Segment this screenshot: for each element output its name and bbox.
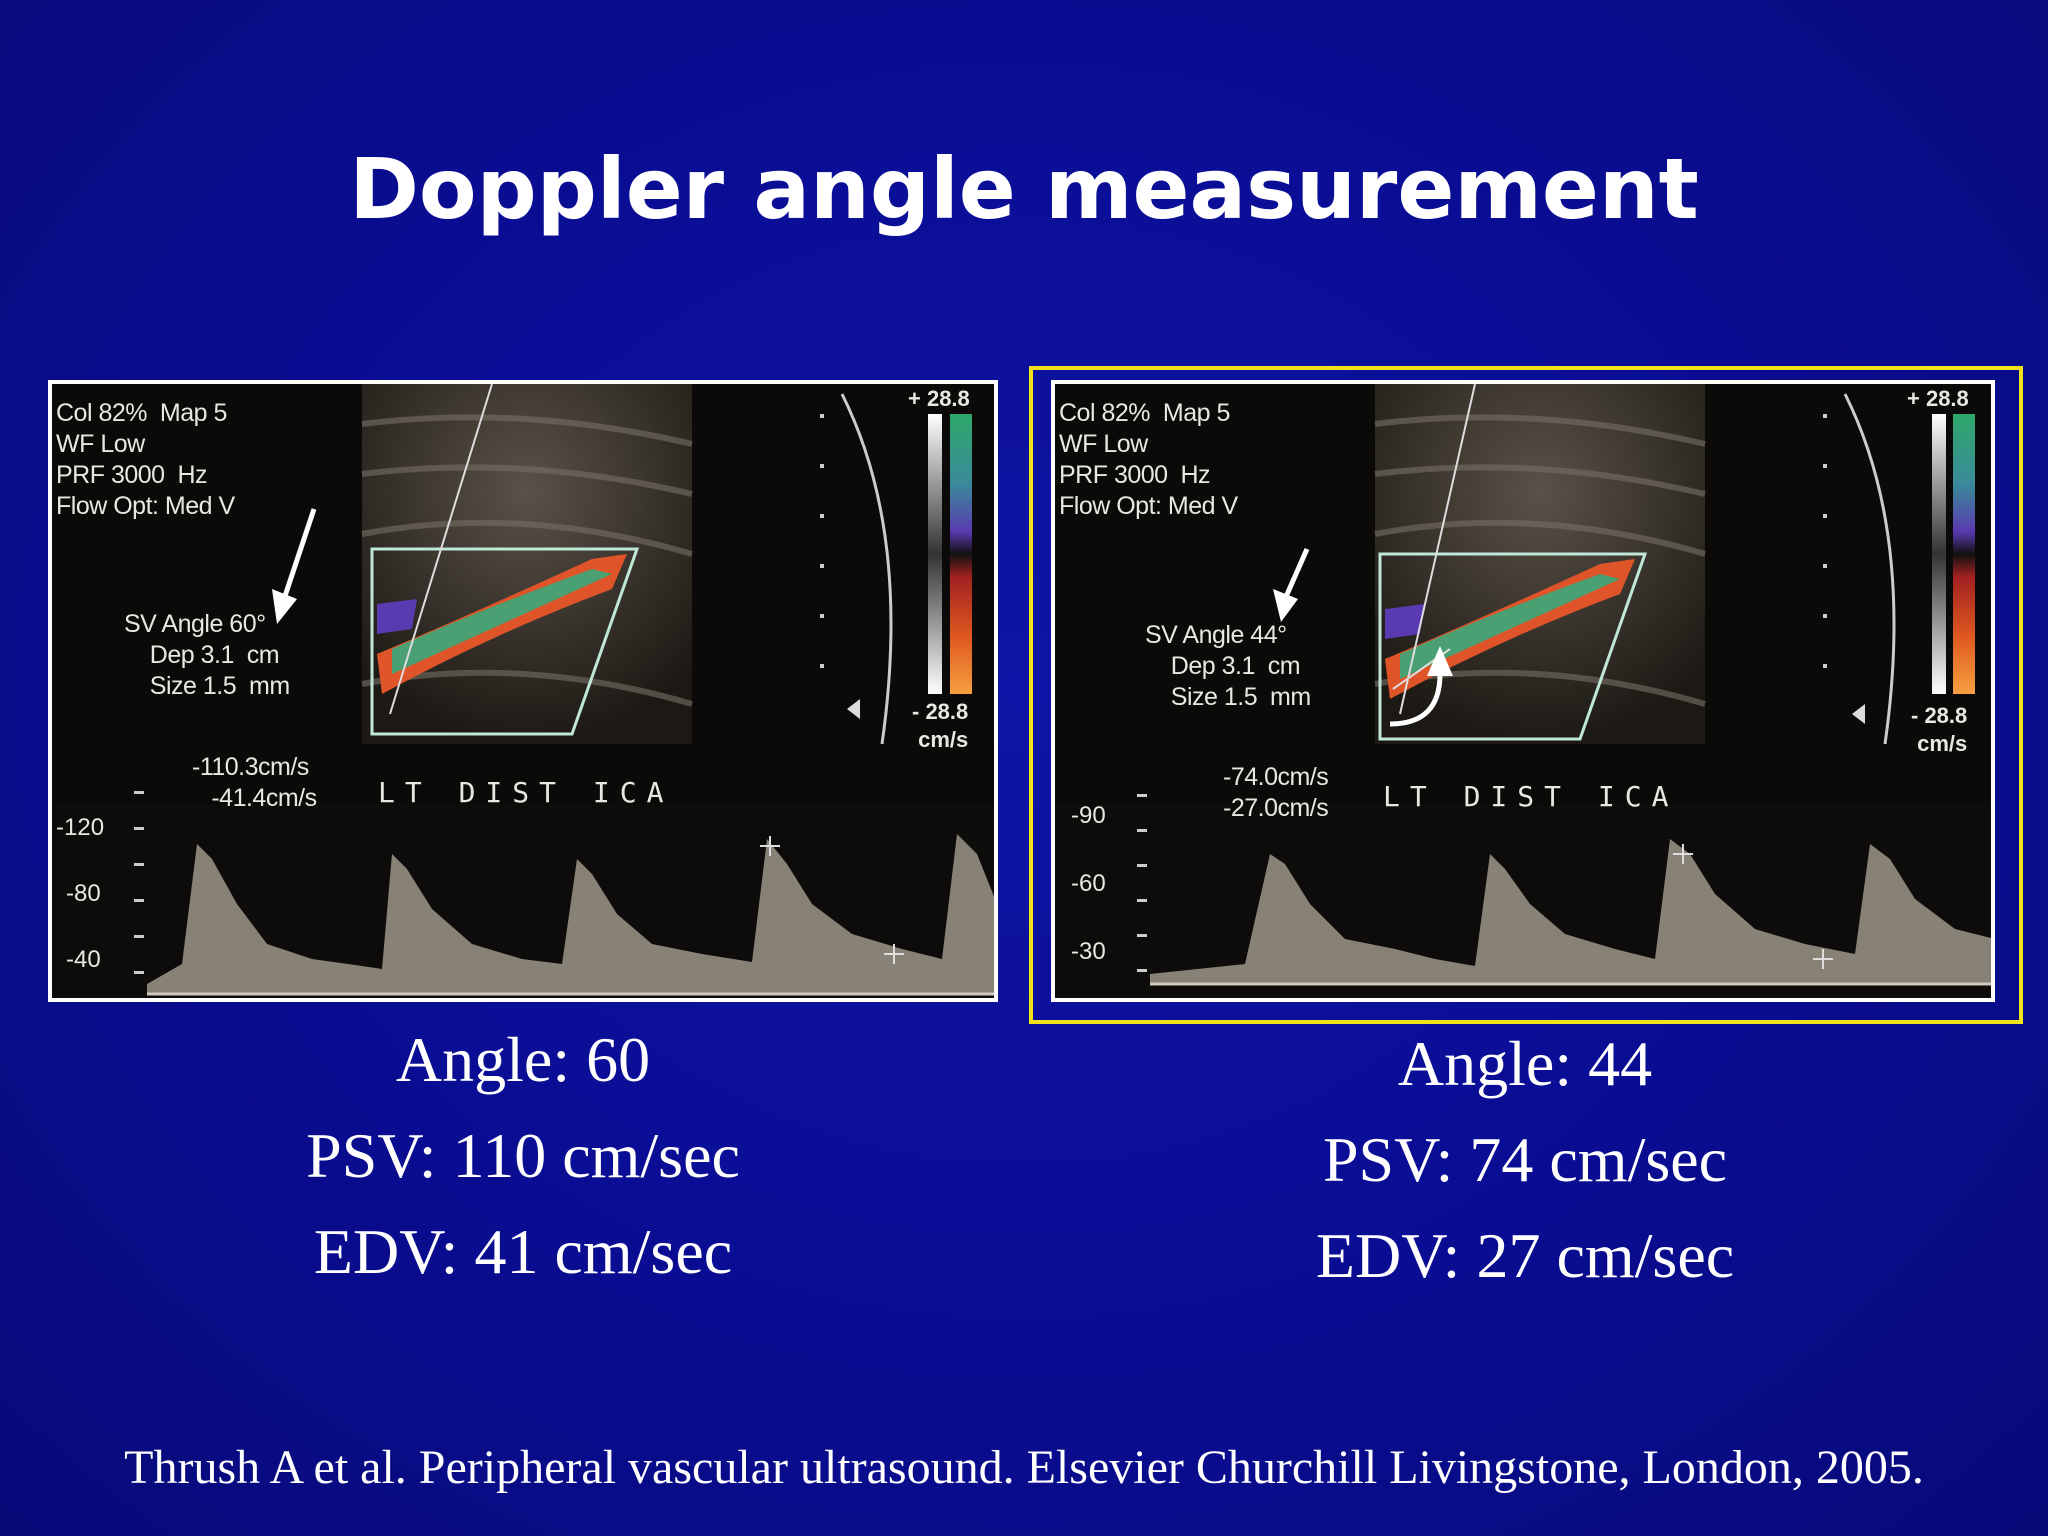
probe-arc xyxy=(1843,393,1896,745)
grayscale-bar xyxy=(1932,414,1946,694)
right-vessel-label: LT DIST ICA xyxy=(1383,780,1679,813)
left-y-tick-80: -80 xyxy=(66,880,101,907)
slide-title: Doppler angle measurement xyxy=(349,140,1699,238)
grayscale-bar xyxy=(928,414,942,694)
left-ultrasound-graphic xyxy=(52,384,994,998)
left-sample-volume-info: SV Angle 60° Dep 3.1 cm Size 1.5 mm xyxy=(124,610,290,700)
right-velocity-readout: -74.0cm/s -27.0cm/s xyxy=(1223,763,1329,822)
color-box xyxy=(1378,552,1648,741)
doppler-beam-line xyxy=(389,384,493,715)
left-psv-text: PSV: 110 cm/sec xyxy=(306,1120,740,1191)
right-ultrasound-graphic xyxy=(1055,384,1991,998)
left-machine-settings: Col 82% Map 5 WF Low PRF 3000 Hz Flow Op… xyxy=(56,399,235,520)
waveform-calipers xyxy=(760,836,904,964)
left-vessel-label: LT DIST ICA xyxy=(378,776,674,809)
tissue-region xyxy=(1375,384,1705,744)
color-box xyxy=(370,547,640,736)
depth-markers xyxy=(820,414,824,668)
highlight-frame xyxy=(1029,366,2023,1024)
color-velocity-bar xyxy=(1953,414,1975,694)
right-angle-text: Angle: 44 xyxy=(1397,1028,1653,1099)
right-machine-settings: Col 82% Map 5 WF Low PRF 3000 Hz Flow Op… xyxy=(1059,399,1238,520)
doppler-beam-line xyxy=(1399,384,1476,715)
color-flow-green xyxy=(392,569,612,674)
curved-arrow-head xyxy=(1427,646,1453,676)
arrow-line xyxy=(1282,547,1310,601)
right-edv-text: EDV: 27 cm/sec xyxy=(1315,1220,1735,1291)
curved-arrow-line xyxy=(1389,673,1443,727)
right-sample-volume-info: SV Angle 44° Dep 3.1 cm Size 1.5 mm xyxy=(1145,621,1311,711)
left-y-tick-40: -40 xyxy=(66,946,101,973)
right-ultrasound-image: Col 82% Map 5 WF Low PRF 3000 Hz Flow Op… xyxy=(1051,380,1995,1002)
arrow-head xyxy=(1273,589,1298,622)
left-ultrasound-image: Col 82% Map 5 WF Low PRF 3000 Hz Flow Op… xyxy=(48,380,998,1002)
color-flow-green xyxy=(1400,574,1620,679)
color-flow-purple xyxy=(377,599,417,634)
spectral-axis-ticks xyxy=(134,791,144,974)
color-velocity-bar xyxy=(950,414,972,694)
right-caption: Angle: 44 PSV: 74 cm/sec EDV: 27 cm/sec xyxy=(1040,1016,2010,1304)
spectral-waveform xyxy=(1150,839,1991,984)
left-angle-text: Angle: 60 xyxy=(395,1024,651,1095)
spectral-axis-ticks xyxy=(1137,794,1147,972)
left-caption: Angle: 60 PSV: 110 cm/sec EDV: 41 cm/sec xyxy=(48,1012,998,1300)
arrow-line xyxy=(281,508,317,600)
right-scale-bottom: - 28.8 cm/s xyxy=(1911,703,1968,756)
left-scale-top: + 28.8 xyxy=(908,386,970,411)
depth-markers xyxy=(1823,414,1827,668)
baseline-marker xyxy=(1852,704,1865,724)
tissue-region xyxy=(362,384,692,744)
left-y-tick-120: -120 xyxy=(56,814,105,841)
left-scale-bottom: - 28.8 cm/s xyxy=(912,699,969,752)
right-y-tick-30: -30 xyxy=(1071,938,1106,965)
spectral-waveform xyxy=(147,834,994,994)
right-y-tick-90: -90 xyxy=(1071,802,1106,829)
arrow-head xyxy=(272,589,297,624)
probe-arc xyxy=(840,393,893,745)
baseline-marker xyxy=(847,699,860,719)
right-scale-top: + 28.8 xyxy=(1907,386,1969,411)
left-velocity-readout: -110.3cm/s -41.4cm/s xyxy=(192,753,317,812)
reference-citation: Thrush A et al. Peripheral vascular ultr… xyxy=(124,1441,1924,1494)
color-flow-purple xyxy=(1385,604,1425,639)
waveform-calipers xyxy=(1673,844,1833,969)
right-psv-text: PSV: 74 cm/sec xyxy=(1322,1124,1728,1195)
left-edv-text: EDV: 41 cm/sec xyxy=(313,1216,733,1287)
right-y-tick-60: -60 xyxy=(1071,870,1106,897)
